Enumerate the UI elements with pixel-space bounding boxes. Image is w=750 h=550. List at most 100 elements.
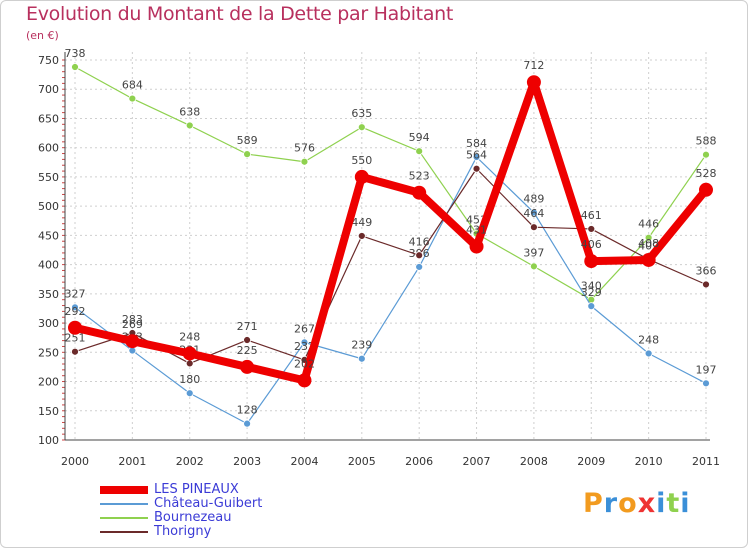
data-label: 635 — [351, 107, 372, 120]
data-point — [354, 169, 369, 184]
data-label: 406 — [581, 238, 602, 251]
data-point — [68, 320, 82, 335]
data-point — [587, 302, 596, 311]
line-chart: 100 150 200 250 300 350 400 450 500 550 600 650 700 7… — [38, 47, 720, 468]
data-label: 366 — [696, 264, 717, 277]
legend-item-les-pineaux[interactable]: LES PINEAUX — [100, 483, 262, 497]
logo-letter: r — [603, 488, 619, 519]
legend-label: Thorigny — [154, 524, 212, 539]
data-point — [243, 336, 251, 344]
data-point — [412, 185, 427, 200]
data-point — [702, 379, 710, 388]
logo-letter: P — [583, 488, 604, 519]
proxiti-logo: Proxiti — [583, 488, 691, 519]
data-point — [415, 263, 424, 271]
logo-letter: o — [618, 488, 638, 519]
y-tick-label: 550 — [38, 171, 59, 184]
y-tick-label: 350 — [38, 288, 59, 301]
chart-title: Evolution du Montant de la Dette par Hab… — [26, 3, 454, 25]
x-tick-label: 2006 — [405, 455, 433, 468]
data-point — [357, 123, 366, 132]
y-tick-label: 700 — [38, 83, 59, 96]
data-point — [644, 349, 653, 358]
data-point — [185, 359, 194, 368]
logo-letter: i — [656, 488, 667, 519]
series-line-thorigny — [74, 168, 707, 365]
data-label: 267 — [294, 322, 315, 335]
data-point — [584, 254, 599, 269]
data-point — [243, 419, 251, 428]
x-tick-label: 2000 — [61, 455, 89, 468]
data-label: 588 — [696, 135, 717, 148]
legend-swatch — [100, 517, 148, 519]
data-label: 461 — [581, 209, 602, 222]
data-label: 269 — [122, 318, 143, 331]
data-label: 446 — [638, 218, 659, 231]
x-tick-label: 2009 — [577, 455, 605, 468]
y-tick-label: 250 — [38, 346, 59, 359]
data-label: 202 — [294, 357, 315, 370]
legend-swatch — [100, 486, 148, 494]
legend-swatch — [100, 503, 148, 505]
y-tick-label: 150 — [38, 405, 59, 418]
data-point — [530, 208, 538, 217]
x-tick-label: 2003 — [233, 455, 261, 468]
data-label: 638 — [179, 105, 200, 118]
data-point — [469, 239, 484, 254]
data-label: 712 — [523, 59, 544, 72]
y-tick-label: 400 — [38, 259, 59, 272]
data-point — [71, 63, 79, 71]
data-label: 180 — [179, 373, 200, 386]
data-point — [415, 147, 424, 156]
data-label: 251 — [65, 332, 86, 345]
data-point — [415, 251, 424, 260]
data-label: 197 — [696, 363, 717, 376]
data-point — [357, 354, 366, 363]
data-point — [530, 262, 538, 271]
data-label: 738 — [65, 47, 86, 60]
data-label: 431 — [466, 223, 487, 236]
legend-item-bournezeau[interactable]: Bournezeau — [100, 511, 262, 525]
data-label: 684 — [122, 79, 143, 92]
data-label: 283 — [122, 313, 143, 326]
x-tick-label: 2002 — [176, 455, 204, 468]
data-point — [182, 346, 197, 361]
data-label: 340 — [581, 280, 602, 293]
data-point — [357, 232, 366, 240]
y-tick-label: 100 — [38, 434, 59, 447]
logo-letter: i — [680, 488, 691, 519]
y-tick-label: 300 — [38, 317, 59, 330]
data-point — [300, 338, 309, 347]
y-tick-label: 650 — [38, 112, 59, 125]
x-tick-label: 2010 — [635, 455, 663, 468]
legend-item-chateau-guibert[interactable]: Château-Guibert — [100, 497, 262, 511]
y-tick-label: 600 — [38, 142, 59, 155]
data-point — [530, 223, 538, 232]
data-point — [297, 373, 312, 388]
data-label: 248 — [179, 330, 200, 343]
data-point — [128, 94, 137, 103]
legend-label: LES PINEAUX — [154, 482, 239, 497]
data-label: 292 — [65, 305, 86, 318]
data-label: 327 — [65, 287, 86, 300]
data-point — [641, 252, 656, 267]
y-tick-label: 500 — [38, 200, 59, 213]
series-line-bournezeau — [74, 66, 707, 301]
data-point — [185, 389, 194, 398]
logo-letter: x — [637, 488, 657, 519]
data-point — [587, 225, 596, 233]
data-point — [71, 347, 79, 356]
legend-item-thorigny[interactable]: Thorigny — [100, 525, 262, 539]
data-point — [185, 121, 194, 130]
y-tick-label: 450 — [38, 229, 59, 242]
data-label: 589 — [237, 134, 258, 147]
data-label: 576 — [294, 142, 315, 155]
data-point — [240, 359, 255, 374]
x-tick-label: 2007 — [463, 455, 491, 468]
data-point — [644, 233, 653, 242]
data-point — [526, 75, 541, 90]
y-tick-label: 750 — [38, 54, 59, 67]
data-label: 128 — [237, 404, 258, 417]
legend-label: Bournezeau — [154, 510, 232, 525]
